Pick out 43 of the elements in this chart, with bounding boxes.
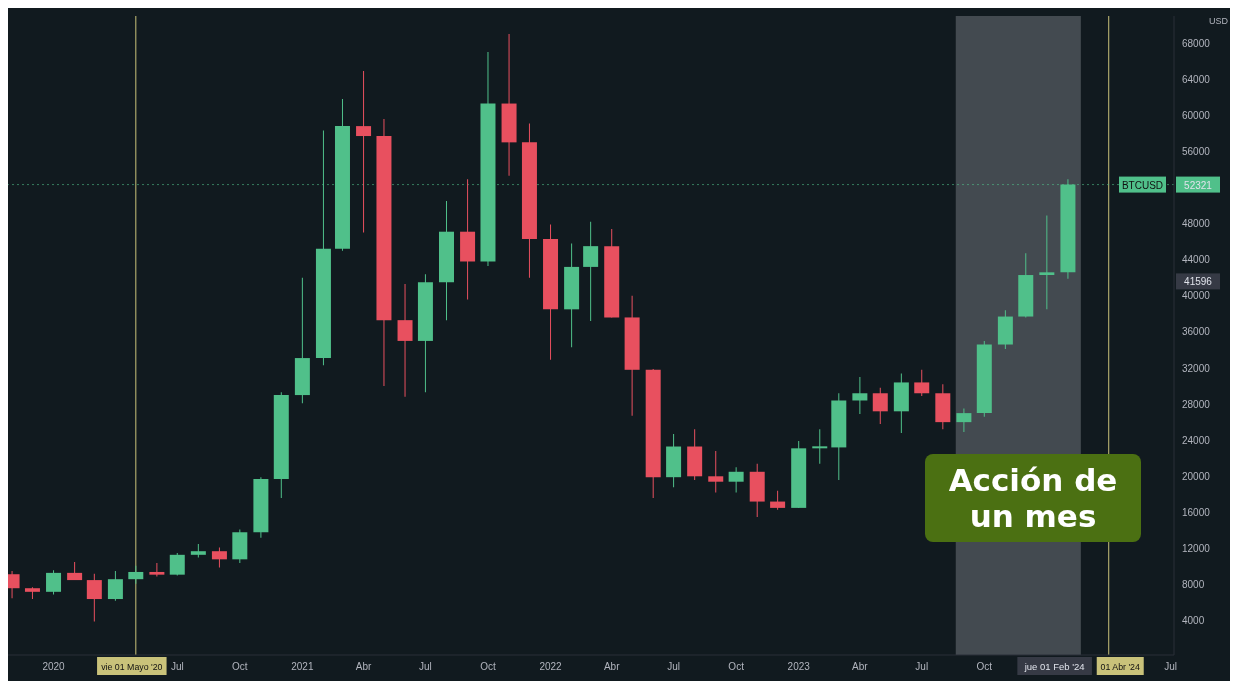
x-tick-label: Oct	[480, 661, 496, 673]
ref-line-label: BTCUSD	[1121, 179, 1164, 191]
y-tick-label: 44000	[1182, 254, 1211, 266]
x-tick-label: 2022	[539, 661, 563, 673]
y-tick-label: 48000	[1182, 218, 1211, 230]
y-tick-label: 56000	[1182, 145, 1211, 157]
x-tick-label: Jul	[170, 661, 184, 673]
y-tick-label: 12000	[1182, 543, 1211, 555]
y-tick-label: 60000	[1182, 109, 1211, 121]
y-tick-label: 40000	[1182, 290, 1211, 302]
candlestick	[812, 429, 828, 464]
candlestick	[356, 71, 372, 233]
annotation: Acción de un mes	[925, 454, 1141, 542]
x-tick-label: Abr	[852, 661, 869, 673]
y-tick-label: 4000	[1182, 615, 1205, 627]
text: jue 01 Feb '24	[1023, 661, 1085, 672]
x-tick-label: Abr	[355, 661, 373, 673]
y-tick-label: 64000	[1182, 73, 1211, 85]
x-tick-label: 2021	[291, 661, 314, 673]
x-tick-label: Oct	[232, 661, 248, 673]
y-tick-label: 24000	[1182, 434, 1211, 446]
annotation: 41596	[1184, 276, 1213, 288]
x-tick-label: Jul	[667, 661, 680, 673]
x-tick-label: 2023	[787, 661, 811, 673]
y-tick-label: 8000	[1182, 579, 1205, 591]
y-axis-title: USD	[1208, 16, 1229, 27]
y-tick-label: 16000	[1182, 506, 1211, 518]
annotation: 52321	[1184, 179, 1213, 191]
x-tick-label: Jul	[915, 661, 929, 673]
x-tick-label: 2020	[42, 661, 66, 673]
candlestick	[1039, 215, 1055, 310]
y-tick-label: 28000	[1182, 398, 1211, 410]
x-tick-label: Abr	[603, 661, 621, 673]
x-tick-label: Jul	[1164, 661, 1177, 673]
y-tick-label: 36000	[1182, 326, 1211, 338]
x-tick-label: Oct	[976, 661, 993, 673]
ref-line-label: vie 01 Mayo '20	[101, 662, 163, 672]
ref-line-label: 01 Abr '24	[1100, 662, 1141, 672]
y-tick-label: 20000	[1182, 470, 1211, 482]
y-tick-label: 68000	[1182, 37, 1211, 49]
x-tick-label: Jul	[419, 661, 432, 673]
x-tick-label: Oct	[728, 661, 745, 673]
y-tick-label: 32000	[1182, 362, 1211, 374]
